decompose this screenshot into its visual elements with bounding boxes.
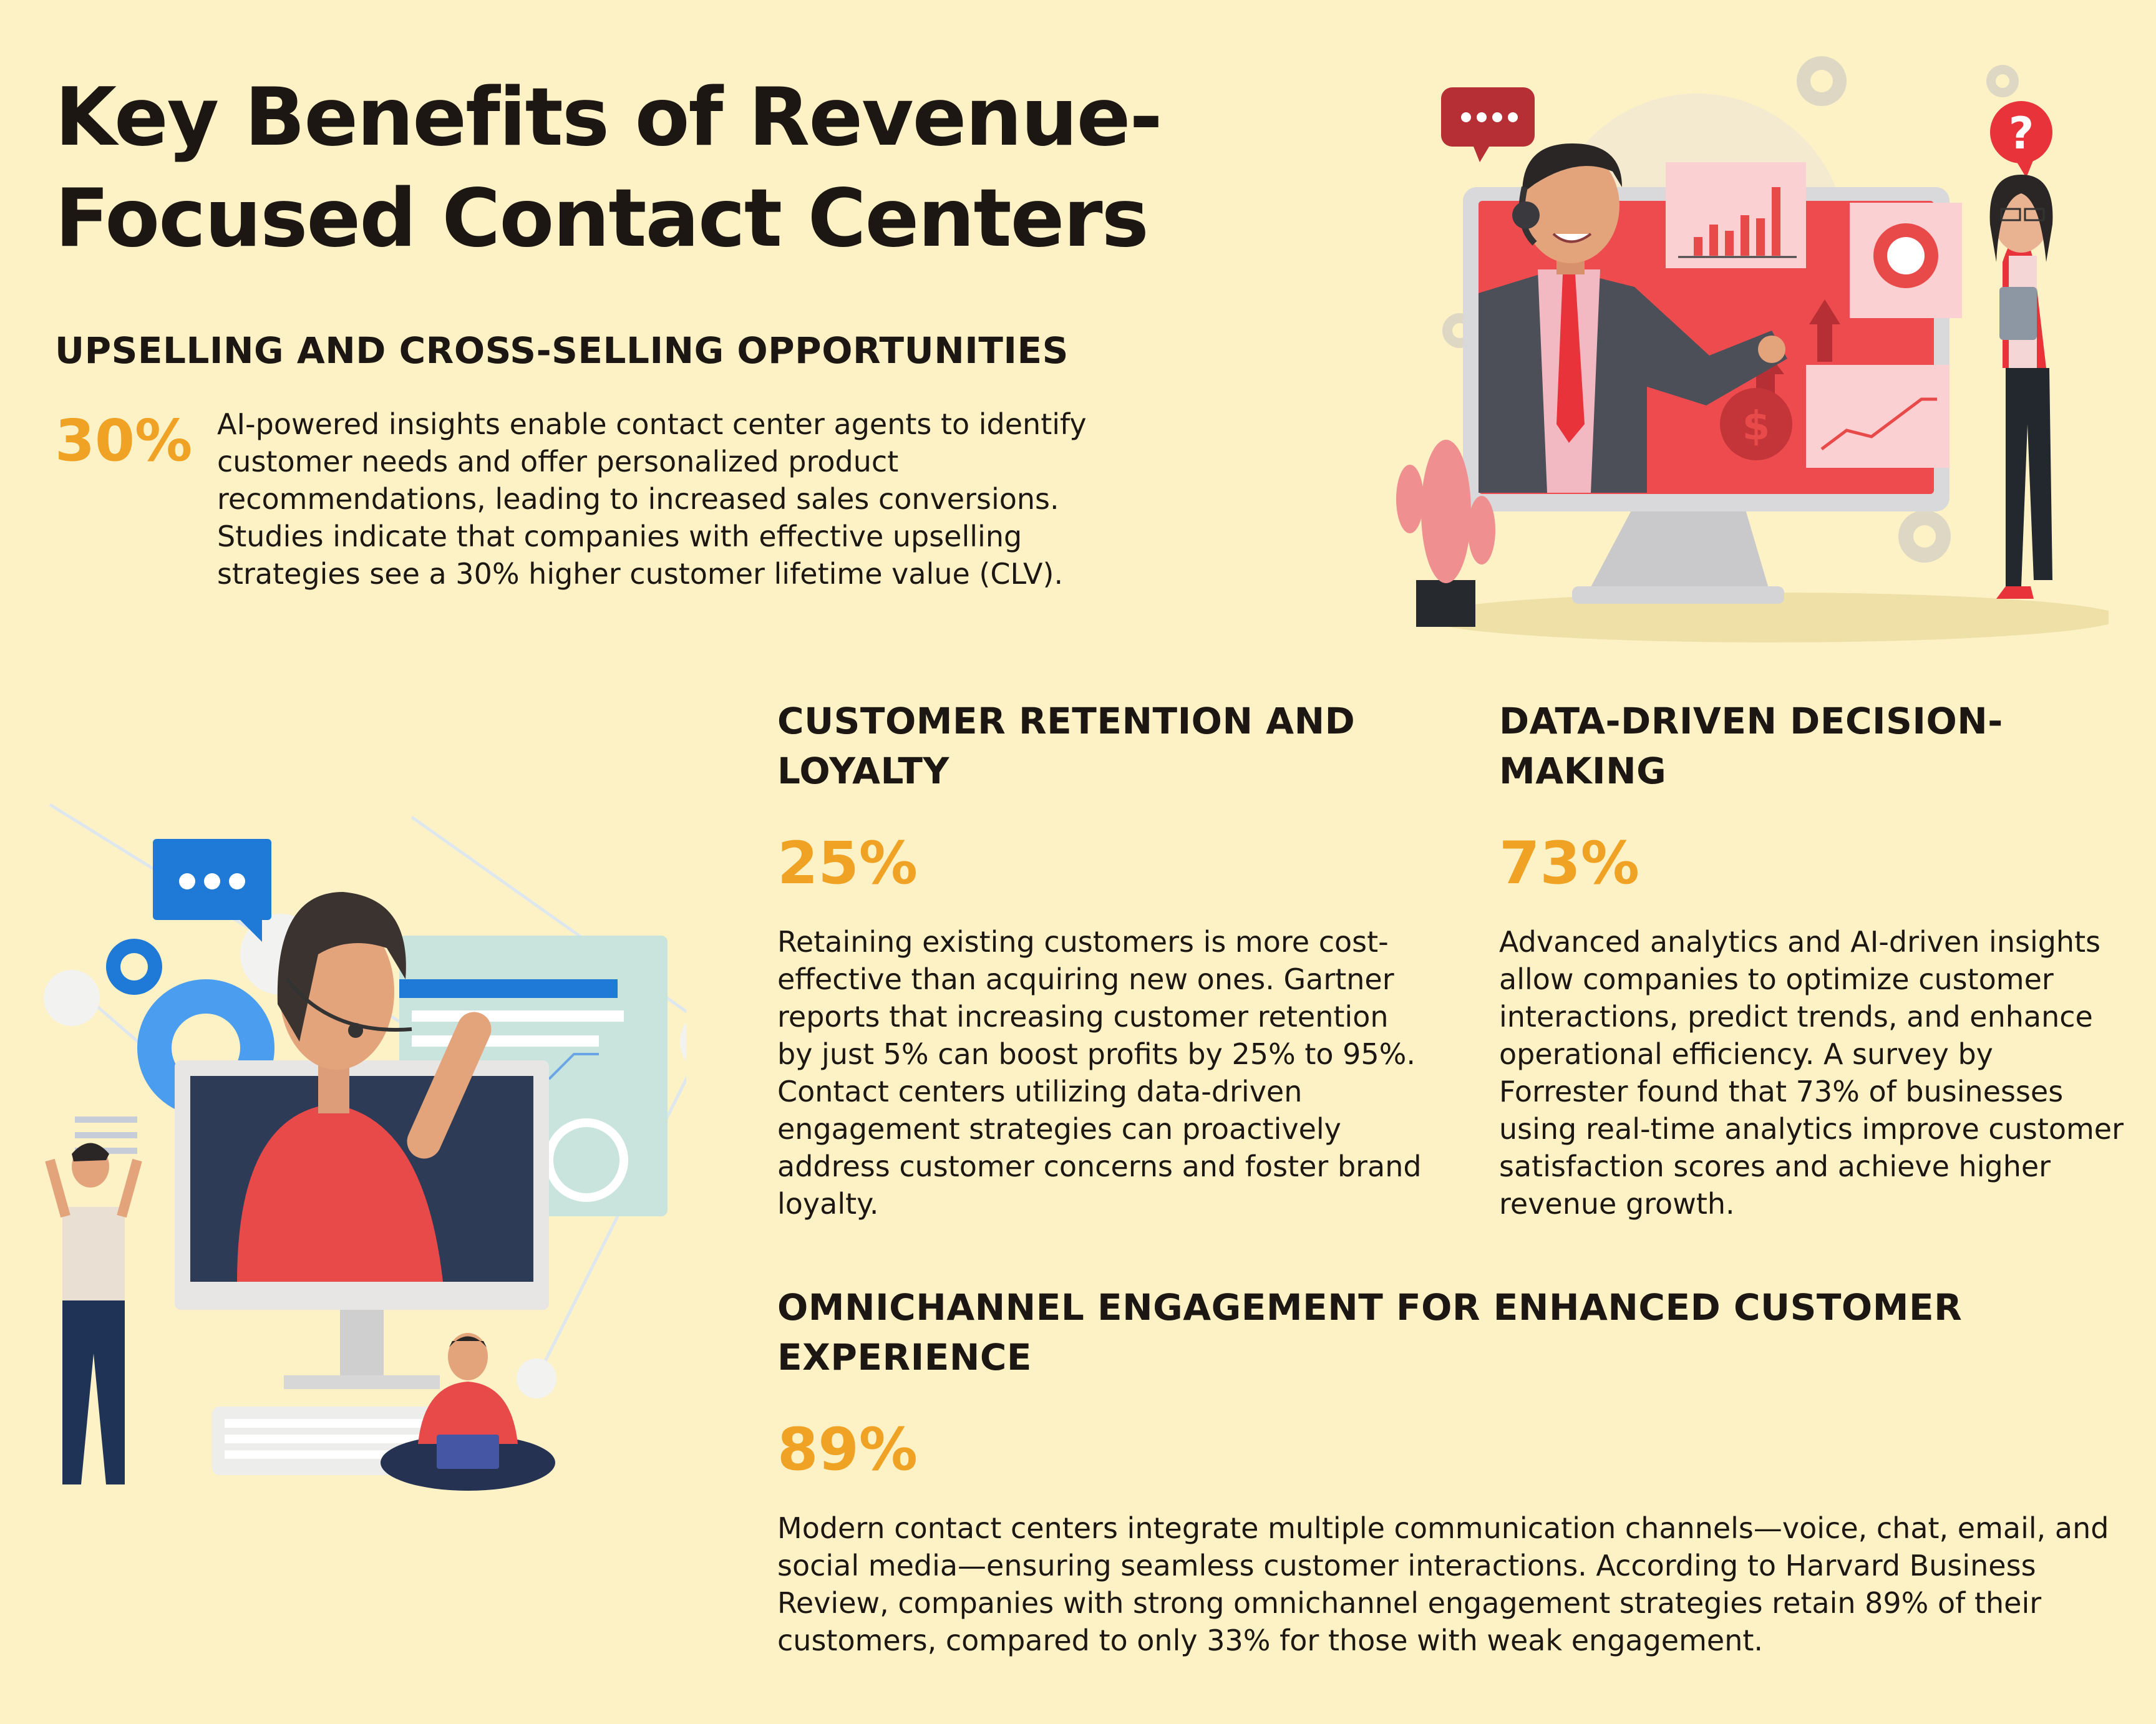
retention-heading: CUSTOMER RETENTION AND LOYALTY [777,700,1356,792]
retention-stat: 25% [777,830,918,898]
omnichannel-body: Modern contact centers integrate multipl… [777,1511,2109,1657]
svg-text:?: ? [2009,108,2034,159]
chat-bubble-icon [1441,87,1535,162]
omnichannel-heading: OMNICHANNEL ENGAGEMENT FOR ENHANCED CUST… [777,1286,1963,1378]
upselling-heading: UPSELLING AND CROSS-SELLING OPPORTUNITIE… [55,329,1069,372]
page-title: Key Benefits of Revenue-Focused Contact … [55,71,1163,265]
upselling-body: AI-powered insights enable contact cente… [217,407,1087,591]
omnichannel-stat: 89% [777,1416,918,1484]
upselling-stat: 30% [55,407,193,474]
agent-presenting-sales-charts-illustration: $ ? [1372,37,2109,649]
retention-body: Retaining existing customers is more cos… [777,925,1422,1221]
data-driven-body: Advanced analytics and AI-driven insight… [1499,925,2124,1221]
chat-bubble-icon [153,839,271,942]
svg-text:$: $ [1742,404,1770,450]
question-bubble-icon: ? [1990,101,2052,178]
support-agent-on-monitor-illustration [37,792,686,1522]
data-driven-stat: 73% [1499,830,1639,898]
data-driven-heading: DATA-DRIVEN DECISION-MAKING [1499,700,2003,792]
